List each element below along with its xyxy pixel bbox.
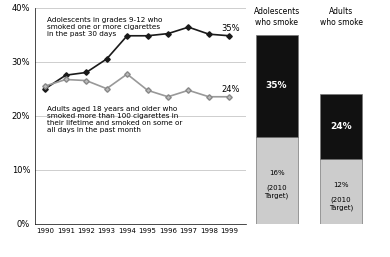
Text: 35%: 35% bbox=[221, 24, 239, 33]
Text: 24%: 24% bbox=[330, 122, 352, 131]
Text: Adolescents in grades 9-12 who
smoked one or more cigarettes
in the past 30 days: Adolescents in grades 9-12 who smoked on… bbox=[47, 17, 163, 38]
Text: 12%

(2010
Target): 12% (2010 Target) bbox=[329, 182, 353, 211]
Text: Adults
who smoke: Adults who smoke bbox=[320, 7, 363, 27]
Text: 35%: 35% bbox=[266, 81, 287, 90]
Text: Adults aged 18 years and older who
smoked more than 100 cigarettes in
their life: Adults aged 18 years and older who smoke… bbox=[47, 106, 183, 133]
Bar bbox=[255, 35, 298, 137]
Bar bbox=[255, 137, 298, 224]
Bar bbox=[320, 94, 362, 159]
Text: 16%

(2010
Target): 16% (2010 Target) bbox=[264, 170, 289, 199]
Text: Adolescents
who smoke: Adolescents who smoke bbox=[254, 7, 300, 27]
Text: 24%: 24% bbox=[221, 85, 239, 94]
Bar bbox=[320, 159, 362, 224]
